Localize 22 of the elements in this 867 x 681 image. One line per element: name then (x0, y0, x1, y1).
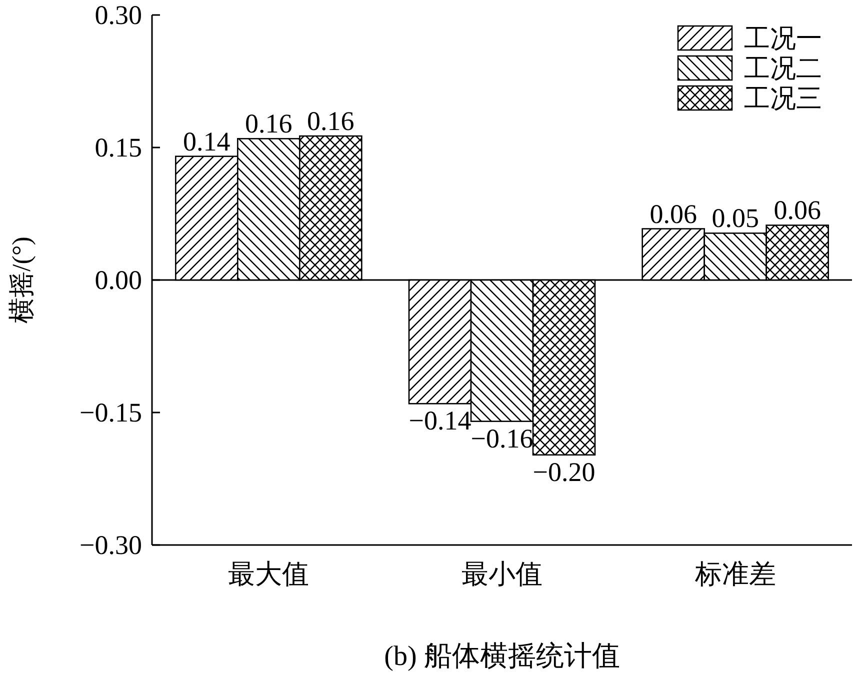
legend-label: 工况一 (744, 24, 822, 53)
x-tick-label: 标准差 (694, 559, 776, 589)
y-tick-label: −0.15 (80, 398, 142, 428)
data-label: 0.16 (307, 106, 354, 136)
y-axis-title: 横摇/(°) (7, 236, 36, 324)
data-label: 0.06 (774, 195, 821, 226)
y-tick-label: 0.00 (94, 265, 142, 295)
x-tick-label: 最小值 (462, 559, 542, 589)
data-label: −0.20 (532, 456, 596, 487)
legend-label: 工况二 (744, 54, 822, 83)
x-tick-label: 最大值 (228, 559, 310, 589)
y-tick-label: 0.15 (94, 132, 142, 162)
data-label: 0.05 (712, 203, 759, 234)
data-label: −0.14 (408, 406, 472, 436)
data-label: 0.06 (650, 198, 697, 229)
text: (b) 船体横摇统计值 (384, 641, 620, 672)
data-label: 0.14 (183, 126, 231, 156)
data-label: 0.16 (245, 108, 292, 139)
data-label: −0.16 (470, 423, 534, 454)
legend-label: 工况三 (744, 84, 822, 113)
y-tick-label: −0.30 (80, 530, 142, 560)
y-tick-label: 0.30 (94, 0, 142, 30)
